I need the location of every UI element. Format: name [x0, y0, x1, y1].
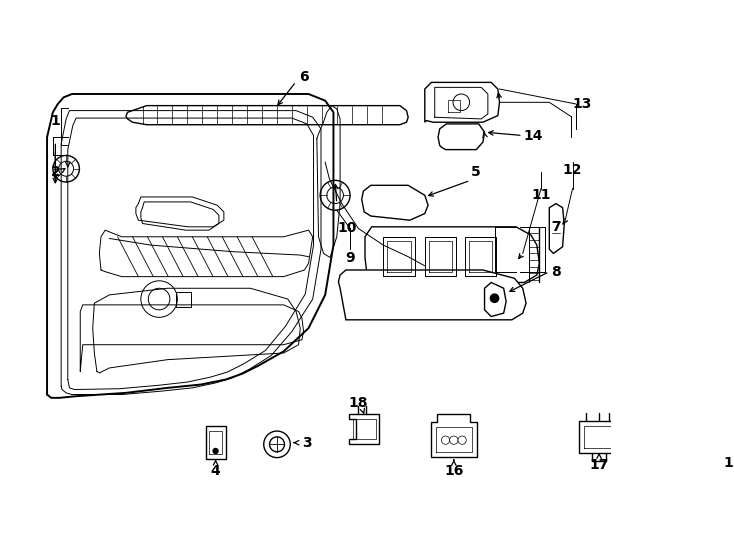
Text: 10: 10: [337, 221, 357, 235]
Text: 18: 18: [349, 396, 368, 410]
Polygon shape: [484, 282, 506, 316]
Text: 15: 15: [724, 456, 734, 470]
Text: 11: 11: [531, 188, 550, 202]
Circle shape: [453, 94, 470, 111]
Polygon shape: [717, 425, 734, 453]
Polygon shape: [438, 124, 484, 150]
Text: 5: 5: [471, 165, 481, 179]
Circle shape: [490, 294, 498, 302]
Polygon shape: [126, 106, 408, 125]
Polygon shape: [349, 415, 379, 444]
Circle shape: [141, 281, 178, 318]
Polygon shape: [431, 414, 477, 457]
Circle shape: [59, 161, 73, 176]
Text: 12: 12: [563, 164, 582, 177]
Text: 8: 8: [551, 265, 561, 279]
Text: 4: 4: [211, 464, 220, 478]
Circle shape: [441, 436, 450, 444]
Circle shape: [450, 436, 458, 444]
Polygon shape: [338, 270, 526, 320]
Text: 6: 6: [299, 70, 309, 84]
Text: 7: 7: [551, 220, 561, 234]
Circle shape: [53, 156, 79, 182]
Polygon shape: [365, 227, 539, 282]
Polygon shape: [549, 204, 564, 253]
Text: 2: 2: [51, 165, 60, 179]
Circle shape: [269, 437, 285, 452]
Circle shape: [264, 431, 290, 457]
Circle shape: [213, 449, 218, 454]
Polygon shape: [425, 83, 500, 122]
Polygon shape: [579, 421, 619, 453]
Circle shape: [148, 288, 170, 310]
Text: 13: 13: [573, 97, 592, 111]
Circle shape: [327, 187, 344, 204]
Text: 3: 3: [302, 436, 312, 450]
Text: 1: 1: [51, 113, 60, 127]
Text: 16: 16: [444, 464, 463, 478]
Polygon shape: [362, 185, 428, 220]
Polygon shape: [206, 426, 225, 460]
Circle shape: [458, 436, 466, 444]
Text: 14: 14: [523, 129, 542, 143]
Text: 9: 9: [345, 251, 355, 265]
Circle shape: [320, 180, 350, 210]
Text: 17: 17: [589, 458, 608, 472]
